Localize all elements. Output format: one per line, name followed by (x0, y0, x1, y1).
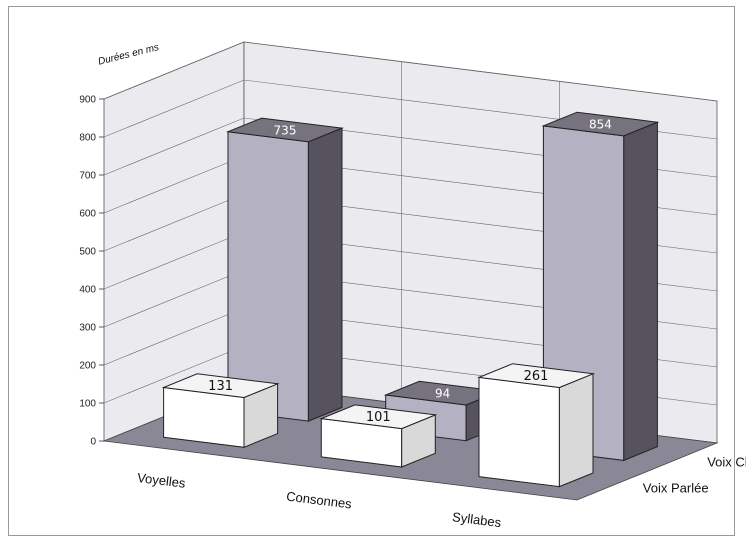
y-tick-label: 0 (90, 437, 96, 448)
y-axis-label: Durées en ms (97, 42, 160, 68)
bar-top-face (477, 363, 595, 389)
data-label: 854 (589, 118, 612, 132)
y-tick-label: 200 (79, 361, 96, 372)
bar-parlee-1: 101 (319, 404, 438, 468)
bar-front-face (478, 376, 560, 488)
data-label: 131 (208, 379, 233, 394)
bar-side-face (307, 127, 343, 422)
y-tick-label: 400 (79, 285, 96, 296)
data-label: 94 (435, 387, 450, 401)
bar-side-face (623, 121, 658, 462)
data-label: 101 (366, 410, 391, 425)
series-labels: Voix Parlée Voix Chantée (643, 454, 746, 495)
bar-top-face (541, 111, 660, 137)
series-label: Voix Parlée (643, 481, 709, 496)
data-label: 261 (524, 369, 549, 384)
bar-top-face (319, 404, 438, 430)
bar-front-face (227, 131, 309, 422)
bar-side-face (558, 373, 594, 488)
bar-parlee-0: 131 (161, 373, 280, 449)
bars: 735 94 854 131 101 261 (161, 111, 660, 488)
y-tick-label: 800 (79, 133, 96, 144)
category-label: Voyelles (136, 470, 186, 491)
category-label: Consonnes (285, 489, 353, 512)
series-label: Voix Chantée (707, 454, 746, 469)
category-label: Syllabes (451, 509, 502, 530)
y-tick-label: 500 (79, 247, 96, 258)
y-tick-label: 600 (79, 209, 96, 220)
y-tick-label: 300 (79, 323, 96, 334)
bar-top-face (226, 117, 344, 143)
y-tick-label: 700 (79, 171, 96, 182)
bar-chantee-0: 735 (226, 117, 344, 422)
bar-parlee-2: 261 (477, 363, 595, 488)
y-tick-label: 900 (79, 95, 96, 106)
y-tick-label: 100 (79, 399, 96, 410)
y-axis-ticks: 0 100 200 300 400 500 600 700 800 900 (79, 95, 104, 448)
data-label: 735 (274, 123, 297, 137)
bar-top-face (161, 373, 280, 399)
